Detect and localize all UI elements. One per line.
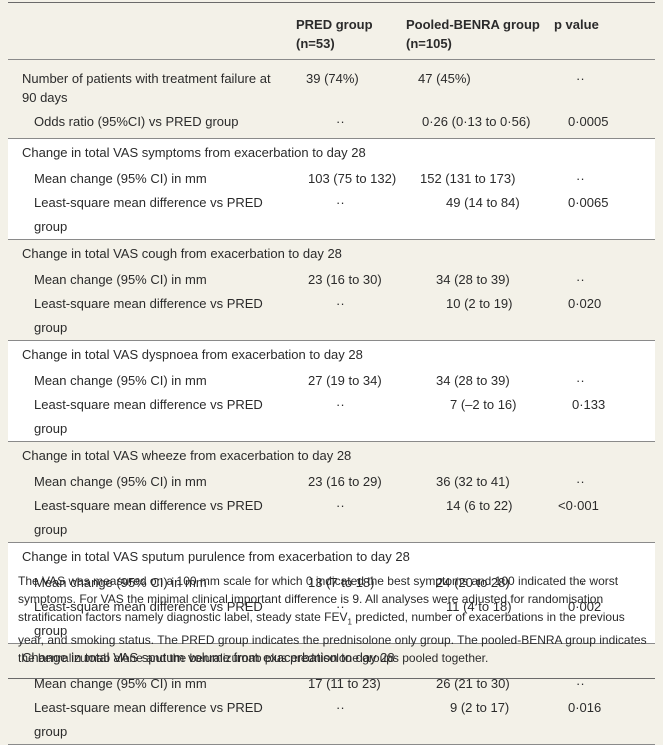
p-value: 0·020	[554, 292, 655, 341]
p-value: ··	[554, 369, 655, 393]
benra-value: 7 (–2 to 16)	[406, 393, 554, 442]
p-value: ··	[576, 71, 585, 86]
section-heading: Change in total VAS sputum purulence fro…	[8, 542, 655, 571]
p-value: 0·133	[554, 393, 655, 442]
bottom-rule	[8, 678, 655, 679]
p-value: 0·002	[554, 595, 655, 644]
header-pvalue: p value	[554, 17, 599, 32]
pred-value: ··	[296, 494, 406, 543]
p-value: <0·001	[554, 494, 655, 543]
pred-value: ··	[296, 696, 406, 745]
table-row: Change in total VAS sputum volume from e…	[8, 644, 655, 673]
benra-value: 36 (32 to 41)	[436, 474, 510, 489]
table-figure: PRED group (n=53) Pooled-BENRA group (n=…	[8, 2, 655, 745]
benra-value: 9 (2 to 17)	[406, 696, 554, 745]
footnote-subscript: 1	[347, 617, 352, 627]
pred-value: ··	[296, 595, 406, 644]
benra-value: 47 (45%)	[418, 71, 471, 86]
benra-value: 11 (4 to 18)	[406, 595, 554, 644]
benra-value: 14 (6 to 22)	[406, 494, 554, 543]
table-row: Mean change (95% CI) in mm 13 (7 to 18) …	[8, 571, 655, 595]
table-row: Mean change (95% CI) in mm 23 (16 to 29)…	[8, 470, 655, 494]
header-benra: Pooled-BENRA group (n=105)	[406, 17, 540, 51]
table-row: Least-square mean difference vs PRED gro…	[8, 595, 655, 644]
row-label: Least-square mean difference vs PRED gro…	[8, 494, 296, 543]
header-row: PRED group (n=53) Pooled-BENRA group (n=…	[8, 8, 655, 60]
row-label: Least-square mean difference vs PRED gro…	[8, 696, 296, 745]
table-row: Mean change (95% CI) in mm 17 (11 to 23)…	[8, 672, 655, 696]
pred-value: 27 (19 to 34)	[296, 369, 406, 393]
p-value: ··	[554, 167, 655, 191]
benra-value: 34 (28 to 39)	[436, 272, 510, 287]
table-row: Least-square mean difference vs PRED gro…	[8, 292, 655, 341]
footnote-text-2: predicted, number of exacerbations in th…	[18, 610, 647, 666]
row-label: Mean change (95% CI) in mm	[34, 676, 207, 691]
p-value: 0·0065	[554, 191, 655, 240]
table-row: Change in total VAS cough from exacerbat…	[8, 240, 655, 269]
benra-value: 26 (21 to 30)	[436, 676, 510, 691]
benra-value: 24 (20 to 28)	[406, 571, 554, 595]
header-blank	[8, 8, 296, 60]
benra-value: 0·26 (0·13 to 0·56)	[406, 110, 554, 139]
pred-value: 103 (75 to 132)	[296, 167, 406, 191]
pred-value: ··	[296, 191, 406, 240]
table-row: Change in total VAS dyspnoea from exacer…	[8, 340, 655, 369]
row-label: Mean change (95% CI) in mm	[34, 272, 207, 287]
pred-value: 17 (11 to 23)	[308, 676, 381, 691]
table-row: Least-square mean difference vs PRED gro…	[8, 696, 655, 745]
pred-value: ··	[296, 292, 406, 341]
section-heading: Change in total VAS sputum volume from e…	[22, 650, 395, 665]
table-row: Odds ratio (95%CI) vs PRED group ·· 0·26…	[8, 110, 655, 139]
row-label: Least-square mean difference vs PRED gro…	[8, 595, 296, 644]
benra-value: 49 (14 to 84)	[406, 191, 554, 240]
section-heading: Change in total VAS symptoms from exacer…	[8, 138, 655, 167]
benra-value: 34 (28 to 39)	[406, 369, 554, 393]
table-row: Least-square mean difference vs PRED gro…	[8, 494, 655, 543]
table-row: Mean change (95% CI) in mm 23 (16 to 30)…	[8, 268, 655, 292]
pred-value: ··	[296, 110, 406, 139]
footnote-text-1: The VAS was measured on a 100 mm scale f…	[18, 574, 619, 624]
benra-value: 152 (131 to 173)	[406, 167, 554, 191]
pred-value: 23 (16 to 30)	[308, 272, 382, 287]
p-value: 0·0005	[554, 110, 655, 139]
row-label: Number of patients with treatment failur…	[22, 71, 271, 105]
results-table: PRED group (n=53) Pooled-BENRA group (n=…	[8, 8, 655, 745]
row-label: Mean change (95% CI) in mm	[8, 369, 296, 393]
table-row: Least-square mean difference vs PRED gro…	[8, 393, 655, 442]
header-pred: PRED group (n=53)	[296, 17, 373, 51]
pred-value: 23 (16 to 29)	[308, 474, 382, 489]
p-value: ··	[554, 571, 655, 595]
row-label: Mean change (95% CI) in mm	[8, 167, 296, 191]
table-row: Least-square mean difference vs PRED gro…	[8, 191, 655, 240]
pred-value: ··	[296, 393, 406, 442]
p-value: ··	[576, 474, 585, 489]
row-label: Least-square mean difference vs PRED gro…	[8, 393, 296, 442]
section-heading: Change in total VAS cough from exacerbat…	[22, 246, 342, 261]
row-label: Least-square mean difference vs PRED gro…	[8, 191, 296, 240]
p-value: ··	[576, 272, 585, 287]
top-rule	[8, 2, 655, 3]
benra-value: 10 (2 to 19)	[406, 292, 554, 341]
table-footnote: The VAS was measured on a 100 mm scale f…	[18, 572, 648, 667]
table-row: Mean change (95% CI) in mm 103 (75 to 13…	[8, 167, 655, 191]
row-label: Odds ratio (95%CI) vs PRED group	[8, 110, 296, 139]
table-row: Mean change (95% CI) in mm 27 (19 to 34)…	[8, 369, 655, 393]
row-label: Mean change (95% CI) in mm	[8, 571, 296, 595]
p-value: 0·016	[554, 696, 655, 745]
row-label: Mean change (95% CI) in mm	[34, 474, 207, 489]
table-row: Change in total VAS sputum purulence fro…	[8, 542, 655, 571]
row-label: Least-square mean difference vs PRED gro…	[8, 292, 296, 341]
section-heading: Change in total VAS dyspnoea from exacer…	[8, 340, 655, 369]
section-heading: Change in total VAS wheeze from exacerba…	[22, 448, 352, 463]
pred-value: 13 (7 to 18)	[296, 571, 406, 595]
table-row: Number of patients with treatment failur…	[8, 60, 655, 111]
table-row: Change in total VAS wheeze from exacerba…	[8, 442, 655, 471]
p-value: ··	[576, 676, 585, 691]
pred-value: 39 (74%)	[306, 71, 359, 86]
table-row: Change in total VAS symptoms from exacer…	[8, 138, 655, 167]
